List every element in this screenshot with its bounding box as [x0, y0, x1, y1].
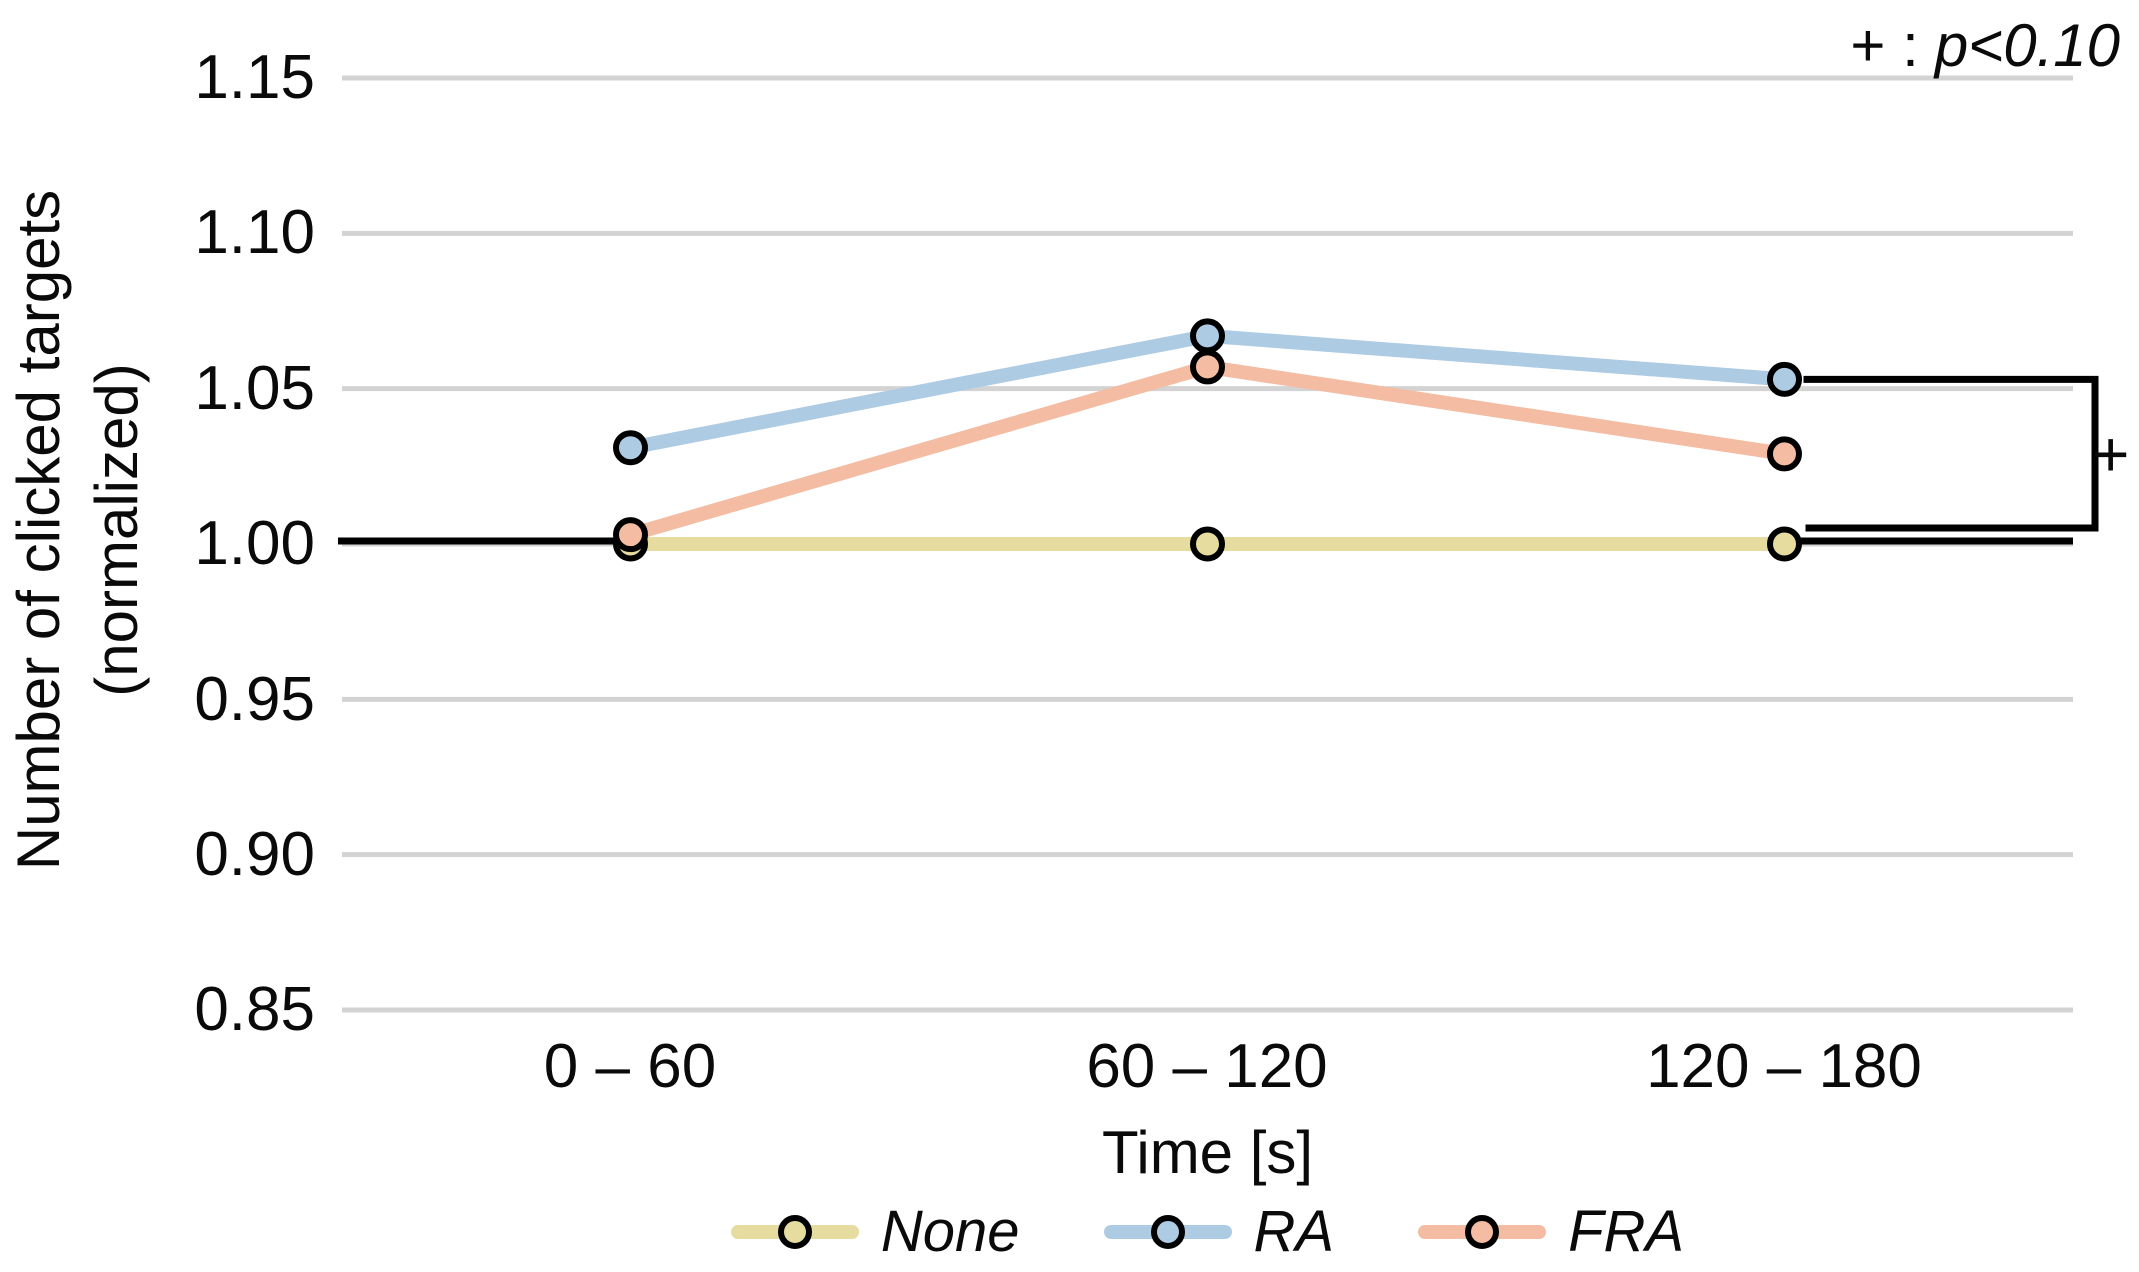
x-axis-title: Time [s]: [1101, 1119, 1314, 1186]
legend-line-swatch-fra: [1418, 1215, 1547, 1249]
y-tick-label: 0.85: [194, 975, 315, 1044]
legend-line-swatch-none: [730, 1215, 859, 1249]
y-tick-label: 1.05: [194, 354, 315, 423]
legend-item-none: None: [730, 1196, 1020, 1268]
marker-ra-1: [1190, 318, 1225, 354]
marker-fra-2: [1767, 436, 1802, 472]
x-tick-label: 120 – 180: [1646, 1032, 1922, 1101]
y-axis-title-line1: Number of clicked targets: [5, 189, 72, 871]
bracket-significance-label: +: [2092, 418, 2130, 490]
y-tick-label: 0.90: [194, 820, 315, 889]
marker-ra-0: [613, 430, 648, 466]
legend-label-ra: RA: [1253, 1199, 1335, 1264]
legend-item-fra: FRA: [1418, 1196, 1684, 1268]
marker-none-1: [1190, 526, 1225, 562]
legend: None RA FRA: [342, 1192, 2073, 1272]
marker-ra-2: [1767, 361, 1802, 397]
legend-line-swatch-ra: [1103, 1215, 1232, 1249]
legend-marker-icon: [1150, 1215, 1185, 1249]
y-tick-label: 1.10: [194, 198, 315, 267]
marker-fra-0: [613, 517, 648, 553]
significance-note: + : p<0.10: [1420, 6, 2120, 86]
significance-pvalue: p<0.10: [1934, 12, 2120, 79]
marker-fra-1: [1190, 349, 1225, 385]
legend-item-ra: RA: [1103, 1196, 1335, 1268]
y-tick-label: 1.00: [194, 509, 315, 578]
significance-symbol: + :: [1850, 12, 1919, 79]
significance-bracket: [1803, 375, 2099, 532]
legend-label-none: None: [880, 1199, 1020, 1264]
series-line-fra: [628, 359, 1786, 542]
y-tick-label: 0.95: [194, 665, 315, 734]
y-axis-title-line2: (normalized): [83, 363, 150, 697]
legend-label-fra: FRA: [1568, 1199, 1685, 1264]
y-axis-title: Number of clicked targets (normalized): [0, 120, 156, 940]
legend-marker-icon: [777, 1215, 812, 1249]
y-tick-label: 1.15: [194, 43, 315, 112]
legend-marker-icon: [1465, 1215, 1500, 1249]
x-tick-label: 60 – 120: [1086, 1032, 1328, 1101]
marker-none-2: [1767, 526, 1802, 562]
x-tick-label: 0 – 60: [543, 1032, 717, 1101]
